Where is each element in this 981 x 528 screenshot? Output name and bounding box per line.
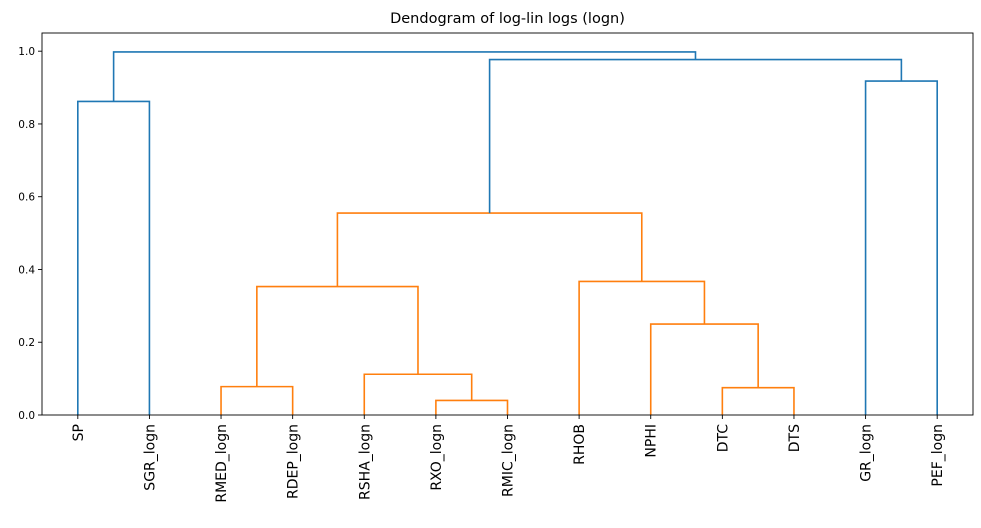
y-tick-label: 0.2 (18, 337, 35, 349)
y-axis: 0.0 0.2 0.4 0.6 0.8 1.0 (18, 46, 42, 422)
leaf-label: DTC (715, 424, 731, 453)
dendrogram-link (721, 386, 795, 415)
dendrogram-link (435, 399, 509, 415)
y-tick-label: 0.6 (18, 192, 35, 204)
dendrogram-link (864, 80, 938, 415)
x-axis: SP SGR_logn RMED_logn RDEP_logn RSHA_logn RXO… (71, 415, 946, 503)
leaf-label: RMED_logn (214, 424, 230, 503)
dendrogram-links (77, 51, 938, 415)
leaf-label: RMIC_logn (501, 424, 517, 497)
leaf-label: NPHI (644, 424, 660, 458)
y-tick-label: 0.0 (18, 410, 35, 422)
leaf-label: SGR_logn (142, 424, 158, 491)
dendrogram-link (649, 323, 759, 415)
leaf-label: RXO_logn (429, 424, 445, 491)
dendrogram-link (363, 373, 473, 415)
leaf-label: SP (71, 424, 87, 441)
dendrogram-link (77, 100, 151, 415)
dendrogram-link (256, 285, 419, 387)
leaf-label: RHOB (572, 424, 588, 465)
y-tick-label: 0.4 (18, 264, 35, 276)
leaf-label: DTS (787, 424, 803, 452)
dendrogram-link (488, 58, 903, 214)
dendrogram-link (220, 385, 294, 415)
leaf-label: PEF_logn (930, 424, 946, 487)
plot-frame (41, 32, 974, 416)
y-tick-label: 1.0 (18, 46, 35, 58)
leaf-label: GR_logn (859, 424, 875, 482)
y-tick-label: 0.8 (18, 119, 35, 131)
dendrogram-link (578, 280, 706, 415)
leaf-label: RSHA_logn (357, 424, 373, 500)
leaf-label: RDEP_logn (286, 424, 302, 499)
dendrogram-link (336, 212, 643, 287)
chart-title: Dendogram of log-lin logs (logn) (390, 11, 625, 27)
dendrogram-link (112, 51, 697, 102)
